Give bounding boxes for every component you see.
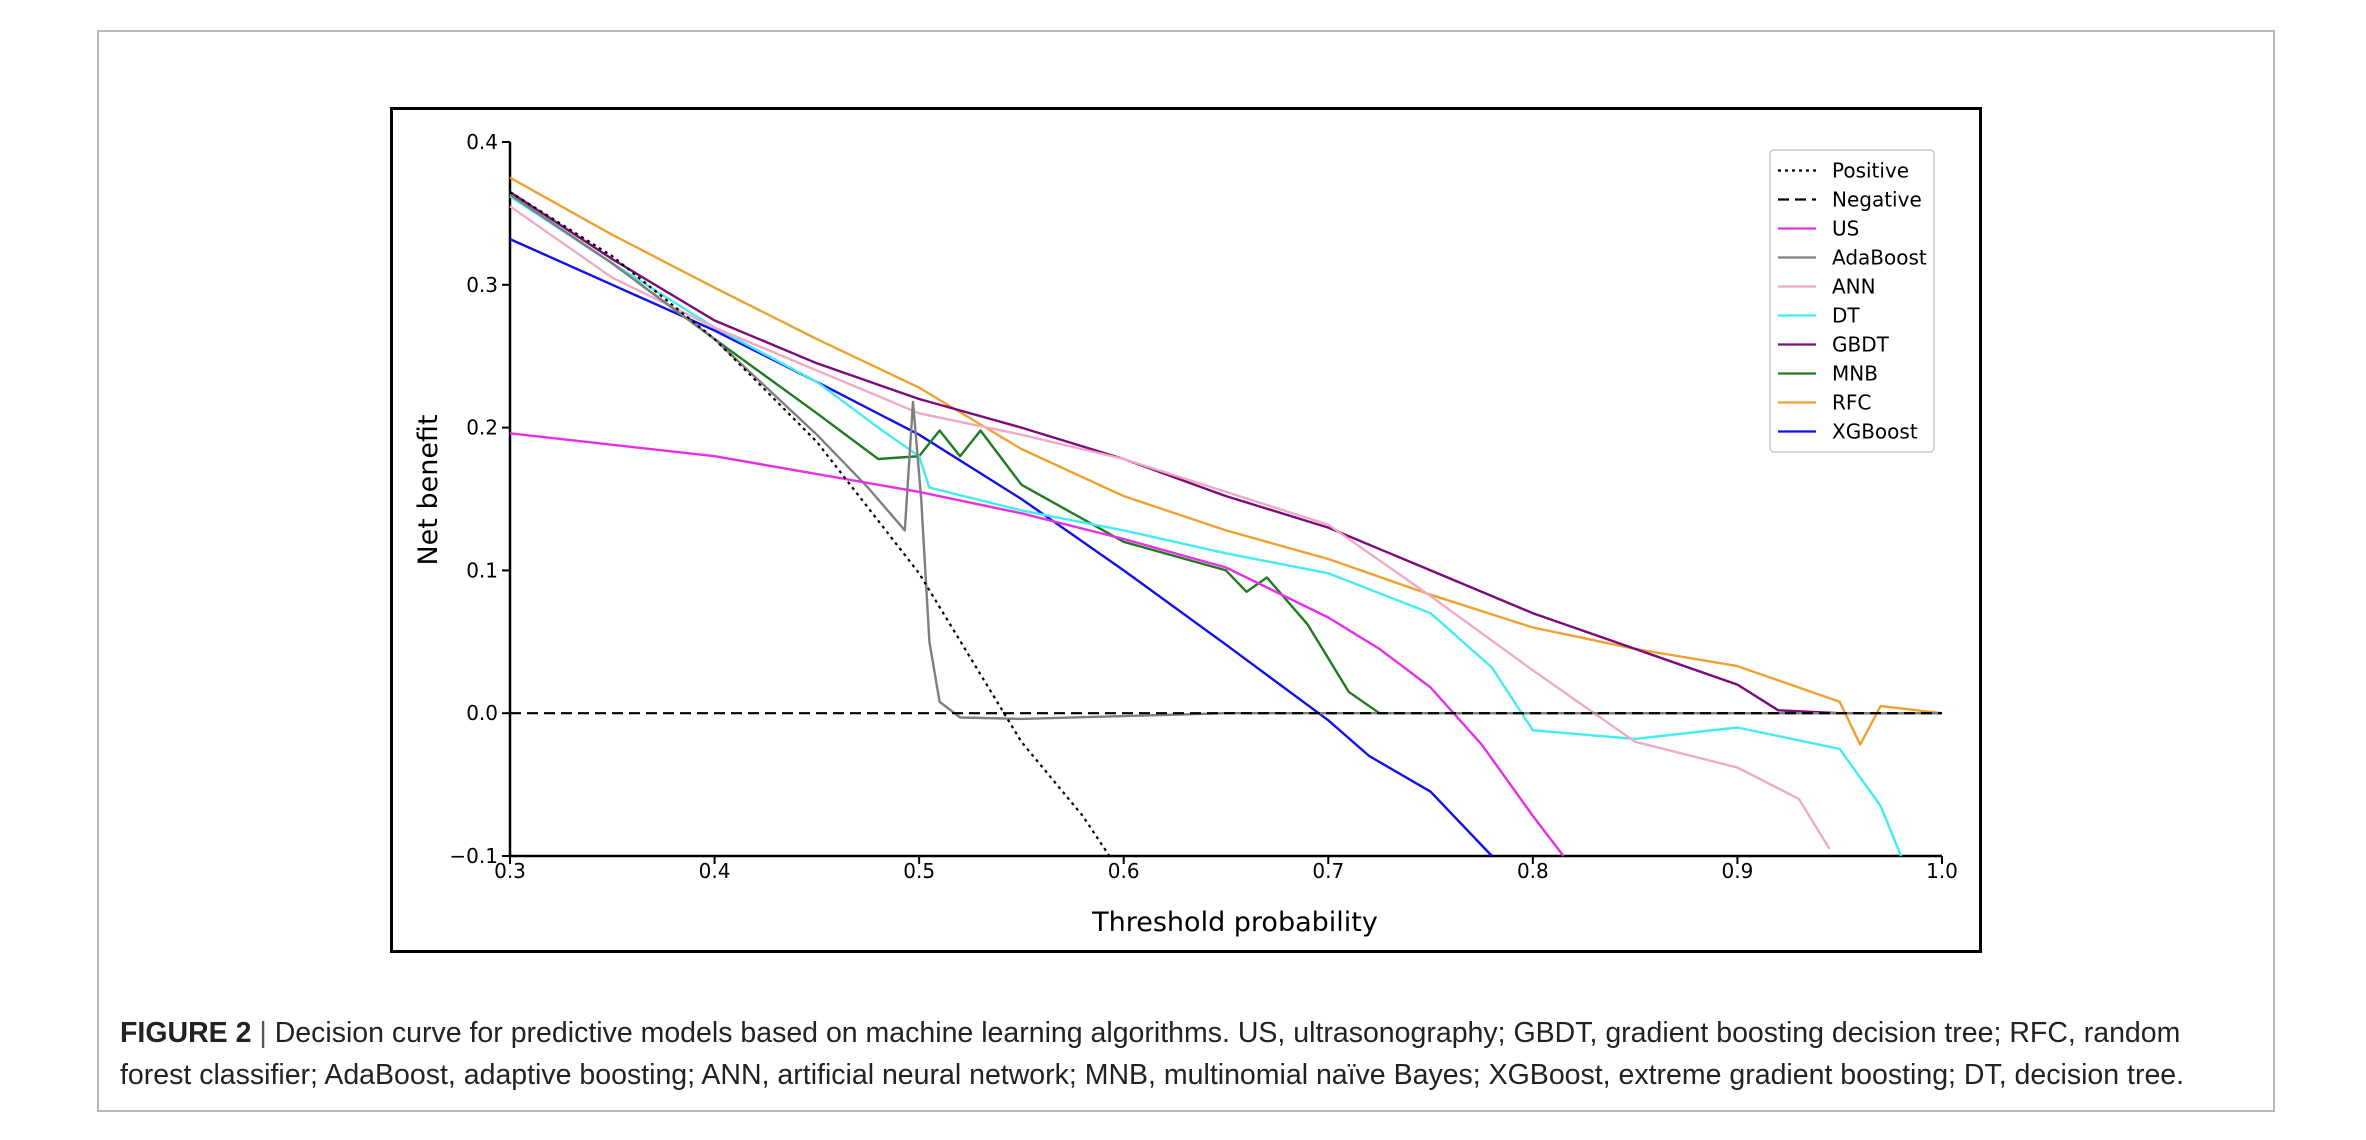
y-tick-label: 0.0	[466, 701, 498, 725]
legend-label-xgboost: XGBoost	[1832, 420, 1918, 444]
caption-label: FIGURE 2	[120, 1017, 252, 1049]
x-tick-label: 0.4	[699, 859, 731, 883]
legend-label-negative: Negative	[1832, 188, 1922, 212]
y-axis-title: Net benefit	[413, 414, 444, 565]
x-tick-label: 0.9	[1722, 859, 1754, 883]
legend-label-rfc: RFC	[1832, 391, 1871, 415]
x-tick-label: 0.7	[1312, 859, 1344, 883]
series-line-rfc	[509, 176, 1943, 746]
legend-label-dt: DT	[1832, 304, 1860, 328]
series-line-dt	[509, 195, 1903, 857]
legend-label-mnb: MNB	[1832, 362, 1878, 386]
plot-frame	[390, 107, 1982, 953]
series-line-gbdt	[509, 190, 1942, 715]
x-axis-title: Threshold probability	[1091, 907, 1378, 938]
legend-label-adaboost: AdaBoost	[1832, 246, 1927, 270]
caption-text: Decision curve for predictive models bas…	[120, 1017, 2185, 1091]
x-tick-label: 0.3	[494, 859, 526, 883]
series-line-xgboost	[509, 238, 1493, 857]
figure-caption: FIGURE 2 | Decision curve for predictive…	[120, 1012, 2255, 1096]
x-tick-label: 1.0	[1926, 859, 1958, 883]
legend-label-us: US	[1832, 217, 1859, 241]
legend: Positive Negative US AdaBoost ANN DT GBDT MNB RF…	[1769, 149, 1935, 453]
x-tick-label: 0.6	[1108, 859, 1140, 883]
series-line-mnb	[509, 193, 1942, 715]
legend-label-positive: Positive	[1832, 159, 1909, 183]
y-tick-label: 0.2	[466, 416, 498, 440]
series-lines	[509, 176, 1943, 857]
y-tick-label: 0.3	[466, 273, 498, 297]
series-line-positive	[509, 191, 1111, 857]
series-line-adaboost	[509, 193, 1942, 721]
x-tick-label: 0.8	[1517, 859, 1549, 883]
axes: 0.3 0.4 0.5 0.6 0.7 0.8 0.9 1.0 −0.1 0.0 0.1 0.2 0.3…	[449, 130, 1957, 883]
legend-label-gbdt: GBDT	[1832, 333, 1890, 357]
x-tick-label: 0.5	[903, 859, 935, 883]
y-tick-label: −0.1	[449, 844, 498, 868]
series-line-ann	[509, 205, 1831, 850]
y-tick-label: 0.4	[466, 130, 498, 154]
legend-label-ann: ANN	[1832, 275, 1876, 299]
y-tick-label: 0.1	[466, 558, 498, 582]
series-line-us	[509, 432, 1565, 857]
caption-separator: |	[259, 1017, 267, 1049]
legend-box	[1769, 149, 1935, 453]
